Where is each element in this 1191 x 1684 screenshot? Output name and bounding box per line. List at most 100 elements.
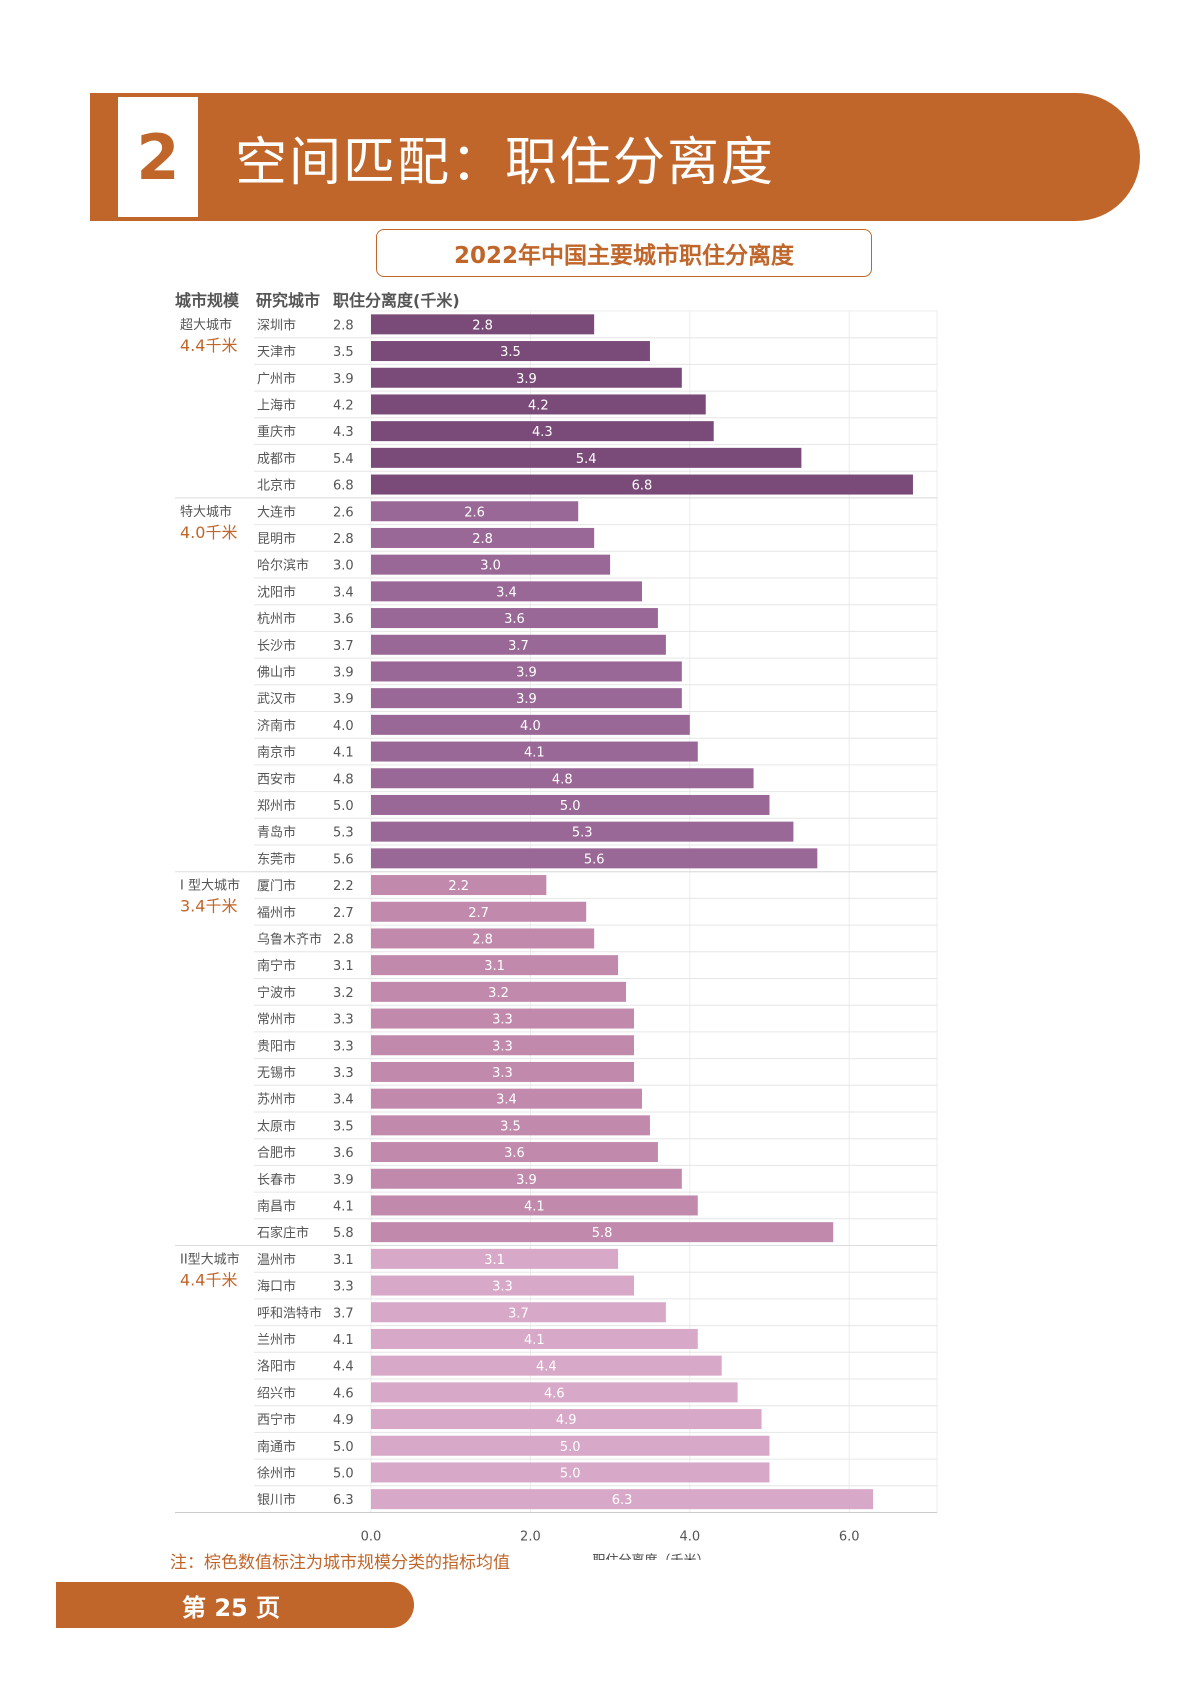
bar [371,1115,650,1136]
bar [371,901,587,922]
city-label: 昆明市 [257,531,296,547]
x-axis-title: 职住分离度（千米） [592,1553,709,1561]
city-label: 厦门市 [257,878,296,894]
value-label: 3.9 [333,1173,354,1188]
city-label: 海口市 [257,1279,296,1295]
city-label: 南昌市 [257,1198,296,1214]
value-label: 3.9 [333,692,354,707]
bar [371,661,682,682]
bar-data-label: 3.9 [516,692,537,707]
city-label: 绍兴市 [257,1385,296,1401]
bar [371,1088,642,1109]
value-label: 3.1 [333,959,354,974]
bar-data-label: 5.0 [560,1466,581,1481]
bar-data-label: 3.3 [492,1066,513,1081]
value-label: 3.6 [333,1146,354,1161]
city-label: 重庆市 [257,424,296,440]
value-label: 4.1 [333,1333,354,1348]
group-average: 4.0千米 [180,523,237,542]
group-average: 3.4千米 [180,897,237,916]
city-label: 兰州市 [257,1332,296,1348]
bar [371,341,650,362]
bar [371,928,595,949]
bar-data-label: 4.1 [524,1199,545,1214]
bar-data-label: 4.6 [544,1386,565,1401]
x-tick-label: 4.0 [679,1530,700,1545]
city-label: 常州市 [257,1012,296,1028]
city-label: 长春市 [257,1172,296,1188]
bar [371,1328,698,1349]
bar [371,1275,635,1296]
city-label: 广州市 [257,371,296,387]
value-label: 3.5 [333,1119,354,1134]
city-label: 南京市 [257,745,296,761]
group-average: 4.4千米 [180,1271,237,1290]
section-title: 空间匹配：职住分离度 [235,133,776,193]
bar-data-label: 3.4 [496,585,517,600]
bar [371,981,627,1002]
bar [371,501,579,522]
page-number: 第 25 页 [182,1593,281,1622]
value-label: 2.8 [333,532,354,547]
bar [371,1435,770,1456]
value-label: 3.6 [333,612,354,627]
bar-data-label: 3.9 [516,372,537,387]
bar [371,1489,874,1510]
value-label: 3.3 [333,1280,354,1295]
bar [371,1142,658,1163]
bar [371,1195,698,1216]
bar-data-label: 3.9 [516,1173,537,1188]
bar-data-label: 4.8 [552,772,573,787]
group-label: I 型大城市 [180,878,240,894]
value-label: 3.9 [333,665,354,680]
value-label: 4.2 [333,398,354,413]
bar-data-label: 5.0 [560,799,581,814]
bar [371,527,595,548]
city-label: 长沙市 [257,638,296,654]
chart-title-box: 2022年中国主要城市职住分离度 [376,229,872,277]
value-label: 6.3 [333,1493,354,1508]
bar-data-label: 2.2 [448,879,469,894]
bar [371,1168,682,1189]
group-label: II型大城市 [180,1252,240,1268]
header-city: 研究城市 [256,291,321,310]
bar [371,314,595,335]
bar-data-label: 4.3 [532,425,553,440]
city-label: 沈阳市 [257,584,296,600]
bar-data-label: 2.6 [464,505,485,520]
city-label: 太原市 [257,1118,296,1134]
bar-data-label: 5.0 [560,1440,581,1455]
bar [371,394,706,415]
bar [371,768,754,789]
bar-data-label: 6.3 [612,1493,633,1508]
city-label: 武汉市 [257,691,296,707]
bar-data-label: 4.2 [528,398,549,413]
chart-note: 注：棕色数值标注为城市规模分类的指标均值 [170,1553,510,1573]
city-label: 温州市 [257,1252,296,1268]
city-label: 上海市 [257,397,296,413]
value-label: 2.7 [333,906,354,921]
value-label: 3.0 [333,559,354,574]
bar-data-label: 3.7 [508,639,529,654]
value-label: 6.8 [333,479,354,494]
bar [371,794,770,815]
bar [371,447,802,468]
value-label: 2.6 [333,505,354,520]
city-label: 大连市 [257,504,296,520]
city-label: 洛阳市 [257,1359,296,1375]
bar-data-label: 5.3 [572,826,593,841]
bar-data-label: 3.7 [508,1306,529,1321]
bar [371,1248,619,1269]
value-label: 4.6 [333,1386,354,1401]
city-label: 南通市 [257,1439,296,1455]
value-label: 3.3 [333,1066,354,1081]
section-number-box: 2 [118,97,198,217]
group-average: 4.4千米 [180,336,237,355]
bar [371,581,642,602]
footer-bar: 第 25 页 [56,1582,414,1628]
value-label: 5.8 [333,1226,354,1241]
value-label: 2.8 [333,318,354,333]
bar-data-label: 3.1 [484,1253,505,1268]
bar-data-label: 3.0 [480,559,501,574]
bar-data-label: 3.5 [500,1119,521,1134]
